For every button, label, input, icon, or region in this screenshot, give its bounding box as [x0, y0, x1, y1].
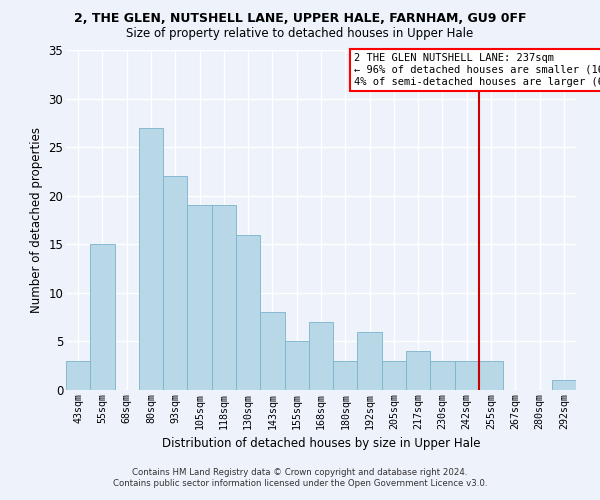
Bar: [333, 361, 358, 390]
Y-axis label: Number of detached properties: Number of detached properties: [30, 127, 43, 313]
Bar: [455, 361, 479, 390]
Bar: [430, 361, 455, 390]
Bar: [139, 128, 163, 390]
Bar: [358, 332, 382, 390]
Bar: [187, 206, 212, 390]
Bar: [552, 380, 576, 390]
Bar: [479, 361, 503, 390]
X-axis label: Distribution of detached houses by size in Upper Hale: Distribution of detached houses by size …: [162, 437, 480, 450]
Bar: [284, 342, 309, 390]
Bar: [212, 206, 236, 390]
Bar: [260, 312, 284, 390]
Text: Size of property relative to detached houses in Upper Hale: Size of property relative to detached ho…: [127, 28, 473, 40]
Bar: [406, 351, 430, 390]
Bar: [309, 322, 333, 390]
Text: Contains HM Land Registry data © Crown copyright and database right 2024.
Contai: Contains HM Land Registry data © Crown c…: [113, 468, 487, 487]
Bar: [236, 234, 260, 390]
Bar: [66, 361, 90, 390]
Text: 2, THE GLEN, NUTSHELL LANE, UPPER HALE, FARNHAM, GU9 0FF: 2, THE GLEN, NUTSHELL LANE, UPPER HALE, …: [74, 12, 526, 26]
Text: 2 THE GLEN NUTSHELL LANE: 237sqm
← 96% of detached houses are smaller (160)
4% o: 2 THE GLEN NUTSHELL LANE: 237sqm ← 96% o…: [354, 54, 600, 86]
Bar: [163, 176, 187, 390]
Bar: [90, 244, 115, 390]
Bar: [382, 361, 406, 390]
